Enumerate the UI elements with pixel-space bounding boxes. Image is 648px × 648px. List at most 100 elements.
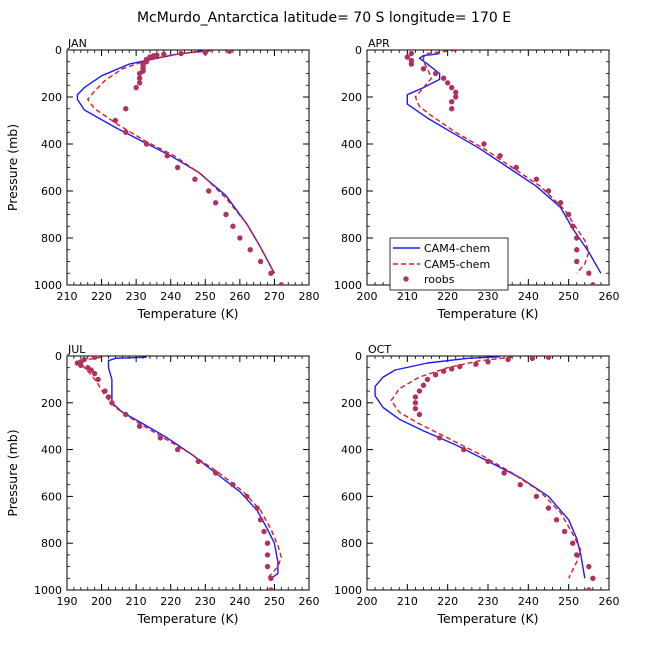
cam5-chem-line-oct xyxy=(390,356,582,579)
x-tick-label-apr: 220 xyxy=(437,290,458,303)
panel-label-jan: JAN xyxy=(67,37,87,50)
roobs-point-apr xyxy=(590,282,596,285)
panel-apr: 200 210 220 230 240 250 260 0 200 400 600 800 1000 Te… xyxy=(334,37,620,321)
series-group-jul xyxy=(74,356,282,590)
cam4-chem-line-oct xyxy=(374,356,586,579)
y-axis-label-jul: Pressure (mb) xyxy=(5,429,20,516)
y-tick-label-oct: 600 xyxy=(341,490,362,503)
roobs-point-jan xyxy=(206,188,212,194)
roobs-point-oct xyxy=(501,470,507,476)
roobs-point-jul xyxy=(91,370,98,377)
roobs-point-oct xyxy=(432,372,439,378)
roobs-point-jan xyxy=(136,75,143,81)
roobs-point-oct xyxy=(424,376,431,383)
roobs-point-oct xyxy=(590,575,596,581)
roobs-point-apr xyxy=(449,84,455,91)
roobs-point-apr xyxy=(404,54,411,60)
roobs-point-jul xyxy=(261,528,267,535)
roobs-point-jan xyxy=(136,70,143,77)
roobs-point-oct xyxy=(436,435,443,441)
roobs-point-jul xyxy=(254,505,260,511)
roobs-point-apr xyxy=(453,94,459,100)
roobs-point-jan xyxy=(123,106,129,112)
y-tick-label-jan: 600 xyxy=(41,185,62,198)
roobs-point-oct xyxy=(529,356,536,362)
roobs-point-jan xyxy=(133,84,139,91)
panel-label-jul: JUL xyxy=(67,343,86,356)
roobs-point-apr xyxy=(533,176,540,182)
x-tick-label-apr: 260 xyxy=(599,290,620,303)
roobs-point-jul xyxy=(264,552,271,558)
roobs-point-jan xyxy=(112,117,119,124)
roobs-point-oct xyxy=(574,552,580,558)
panel-label-oct: OCT xyxy=(368,343,391,356)
roobs-point-jan xyxy=(268,270,274,276)
x-tick-label-jul: 190 xyxy=(57,595,78,608)
roobs-point-jul xyxy=(109,400,115,406)
roobs-point-jan xyxy=(257,258,264,265)
roobs-point-oct xyxy=(461,446,467,453)
x-tick-label-oct: 260 xyxy=(599,595,620,608)
x-tick-label-jan: 230 xyxy=(126,290,147,303)
y-tick-label-jan: 400 xyxy=(41,138,62,151)
roobs-point-jul xyxy=(157,435,164,441)
roobs-point-jan xyxy=(212,200,219,206)
cam5-chem-line-apr xyxy=(414,50,590,274)
x-tick-label-jul: 250 xyxy=(264,595,285,608)
roobs-point-oct xyxy=(570,540,576,546)
roobs-point-oct xyxy=(505,356,511,363)
x-tick-label-jan: 240 xyxy=(160,290,181,303)
roobs-point-apr xyxy=(586,270,592,276)
legend: CAM4-chem CAM5-chem roobs xyxy=(389,237,509,291)
series-group-apr xyxy=(404,50,602,285)
y-tick-label-oct: 400 xyxy=(341,444,362,457)
roobs-point-jan xyxy=(136,80,143,86)
x-tick-label-oct: 230 xyxy=(478,595,499,608)
roobs-point-jul xyxy=(212,470,219,476)
y-tick-label-jan: 0 xyxy=(55,44,62,57)
x-tick-label-oct: 200 xyxy=(357,595,378,608)
roobs-point-jan xyxy=(192,176,198,182)
roobs-point-jan xyxy=(226,50,233,54)
cam4-chem-line-jan xyxy=(76,50,276,274)
cam4-chem-line-jul xyxy=(107,356,279,579)
x-tick-label-jan: 280 xyxy=(299,290,320,303)
roobs-point-oct xyxy=(473,361,479,367)
x-tick-label-apr: 230 xyxy=(478,290,499,303)
roobs-point-apr xyxy=(574,235,580,241)
x-axis-label-apr: Temperature (K) xyxy=(436,306,538,321)
roobs-point-jul xyxy=(174,446,181,453)
y-tick-label-jul: 800 xyxy=(41,537,62,550)
roobs-point-apr xyxy=(497,153,503,159)
roobs-point-jan xyxy=(202,50,208,56)
y-tick-label-oct: 800 xyxy=(341,537,362,550)
y-tick-label-jul: 0 xyxy=(55,350,62,363)
roobs-point-jul xyxy=(105,394,112,400)
roobs-point-jul xyxy=(264,563,271,570)
cam5-chem-line-jan xyxy=(87,50,276,274)
x-tick-label-jan: 250 xyxy=(195,290,216,303)
roobs-point-oct xyxy=(416,411,423,418)
series-group-jan xyxy=(76,50,285,285)
x-tick-label-jan: 210 xyxy=(57,290,78,303)
roobs-point-jan xyxy=(161,51,167,57)
roobs-point-jan xyxy=(178,50,184,57)
roobs-point-jan xyxy=(123,129,129,135)
y-tick-label-jul: 200 xyxy=(41,397,62,410)
roobs-point-apr xyxy=(557,200,564,206)
x-tick-label-jul: 210 xyxy=(126,595,147,608)
roobs-point-oct xyxy=(586,563,592,570)
y-tick-label-apr: 1000 xyxy=(334,279,362,292)
roobs-point-apr xyxy=(565,211,572,218)
roobs-point-oct xyxy=(561,528,568,535)
roobs-point-apr xyxy=(453,89,459,96)
x-tick-label-jul: 240 xyxy=(229,595,250,608)
roobs-point-oct xyxy=(412,394,419,400)
roobs-point-apr xyxy=(449,99,455,105)
x-axis-label-jan: Temperature (K) xyxy=(136,306,238,321)
roobs-point-apr xyxy=(432,70,439,77)
roobs-point-oct xyxy=(533,493,540,500)
roobs-point-apr xyxy=(570,223,576,229)
x-tick-label-jan: 270 xyxy=(264,290,285,303)
